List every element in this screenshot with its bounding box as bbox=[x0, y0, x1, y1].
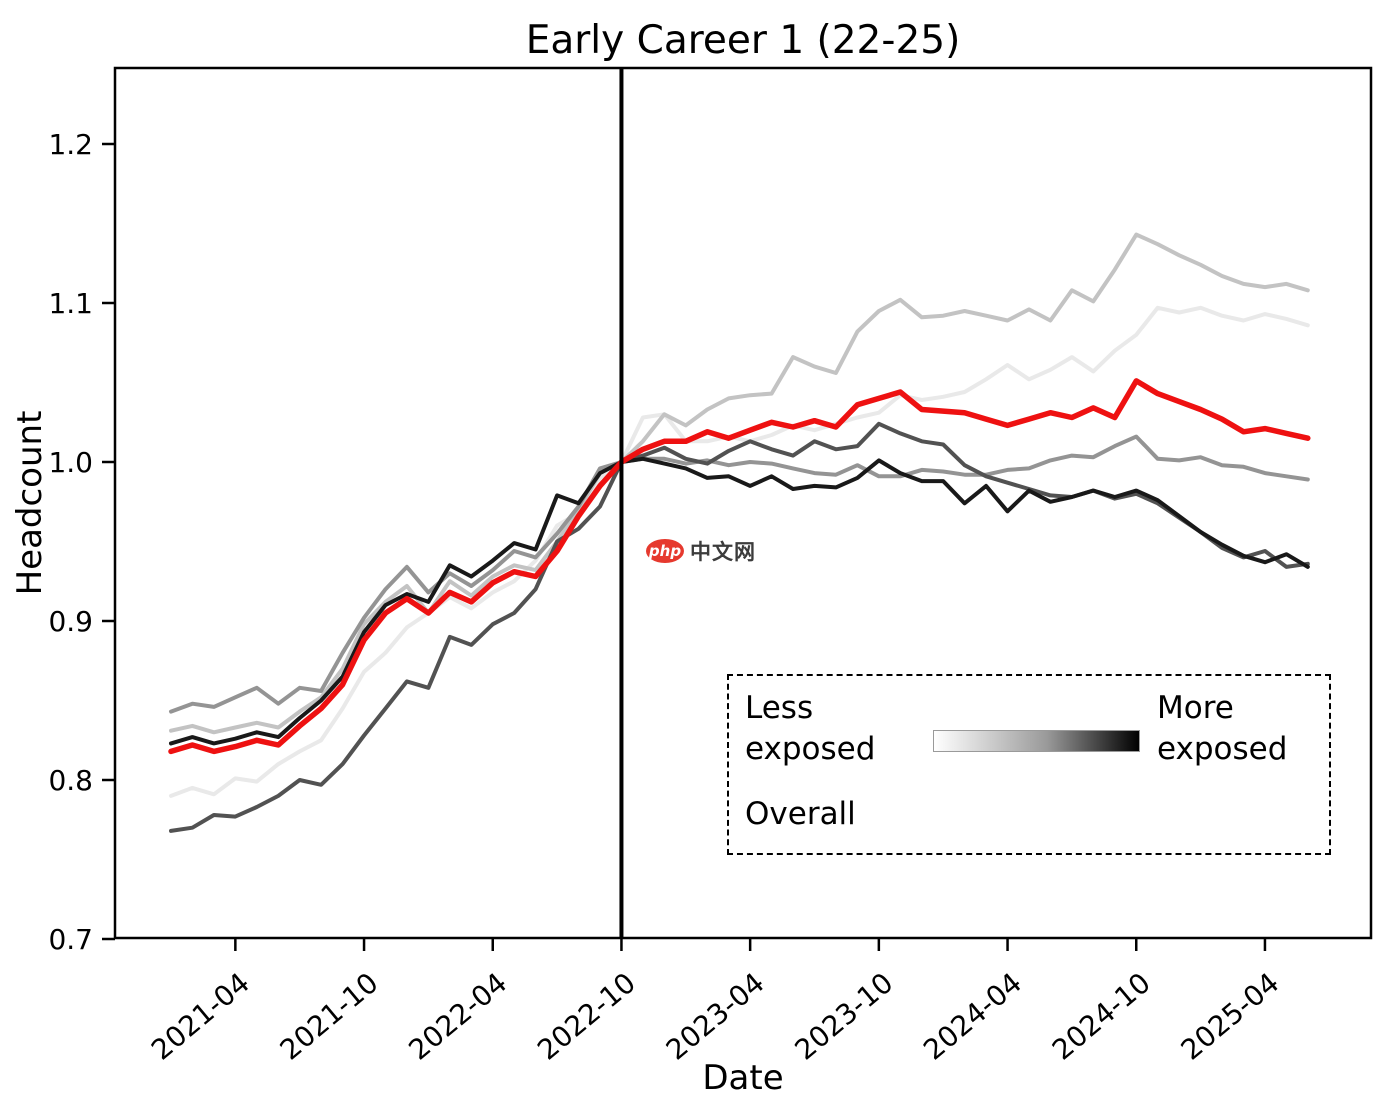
legend-more-exposed-label: More exposed bbox=[1157, 690, 1288, 767]
y-tick-label: 0.9 bbox=[48, 605, 93, 638]
x-axis-label: Date bbox=[702, 1058, 784, 1098]
exposure-gradient-bar bbox=[933, 730, 1140, 752]
legend-overall-label: Overall bbox=[745, 796, 856, 832]
series-line-quintile-3 bbox=[169, 434, 1310, 714]
watermark: php 中文网 bbox=[646, 536, 756, 566]
y-tick-label: 1.2 bbox=[48, 128, 93, 161]
watermark-text: 中文网 bbox=[690, 540, 756, 564]
y-tick-label: 0.8 bbox=[48, 764, 93, 797]
y-tick-label: 0.7 bbox=[48, 923, 93, 956]
series-line-overall bbox=[168, 378, 1311, 755]
y-tick-label: 1.0 bbox=[48, 446, 93, 479]
legend-box: Less exposed More exposed Overall bbox=[727, 674, 1331, 855]
y-axis-label: Headcount bbox=[10, 410, 50, 596]
y-tick-label: 1.1 bbox=[48, 287, 93, 320]
chart-title: Early Career 1 (22-25) bbox=[525, 18, 961, 63]
series-line-quintile-1 bbox=[169, 305, 1310, 798]
series-line-quintile-5 bbox=[169, 456, 1310, 746]
legend-overall-line-sample bbox=[933, 829, 1140, 836]
php-logo-icon: php bbox=[646, 539, 684, 563]
series-line-quintile-2 bbox=[169, 232, 1310, 735]
axes-frame bbox=[113, 66, 1373, 940]
legend-less-exposed-label: Less exposed bbox=[745, 690, 876, 767]
